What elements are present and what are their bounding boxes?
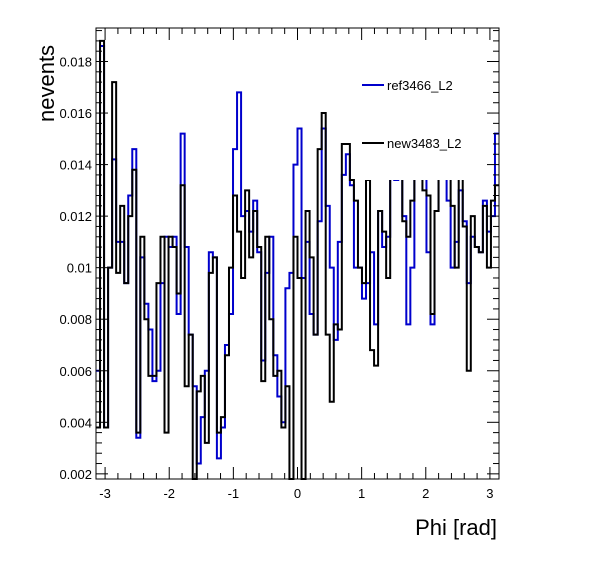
- y-tick-label: 0.01: [67, 261, 92, 276]
- y-tick-label: 0.006: [59, 364, 92, 379]
- y-tick-label: 0.002: [59, 467, 92, 482]
- y-tick-label: 0.014: [59, 158, 92, 173]
- x-tick-label: -1: [228, 486, 240, 501]
- x-tick-label: -2: [163, 486, 175, 501]
- y-tick-label: 0.012: [59, 209, 92, 224]
- x-axis-title: Phi [rad]: [415, 515, 497, 540]
- legend-box: [355, 50, 485, 180]
- axes-layer: -3 -2 -1 0 1 2 3 0.002 0.004 0.006 0.008 0.01 0.012 0…: [59, 28, 499, 501]
- x-tick-label: 3: [486, 486, 493, 501]
- y-tick-label: 0.016: [59, 106, 92, 121]
- y-tick-label: 0.018: [59, 55, 92, 70]
- legend: ref3466_L2 new3483_L2: [355, 50, 485, 180]
- x-tick-label: -3: [99, 486, 111, 501]
- legend-label-ref3466: ref3466_L2: [387, 78, 453, 93]
- series-layer: [96, 39, 499, 480]
- series-line-new3483_L2: [96, 39, 499, 480]
- y-axis-title: nevents: [34, 45, 59, 122]
- legend-label-new3483: new3483_L2: [387, 136, 461, 151]
- x-tick-label: 1: [358, 486, 365, 501]
- x-tick-label: 0: [294, 486, 301, 501]
- y-tick-label: 0.004: [59, 415, 92, 430]
- x-tick-label: 2: [422, 486, 429, 501]
- y-tick-label: 0.008: [59, 312, 92, 327]
